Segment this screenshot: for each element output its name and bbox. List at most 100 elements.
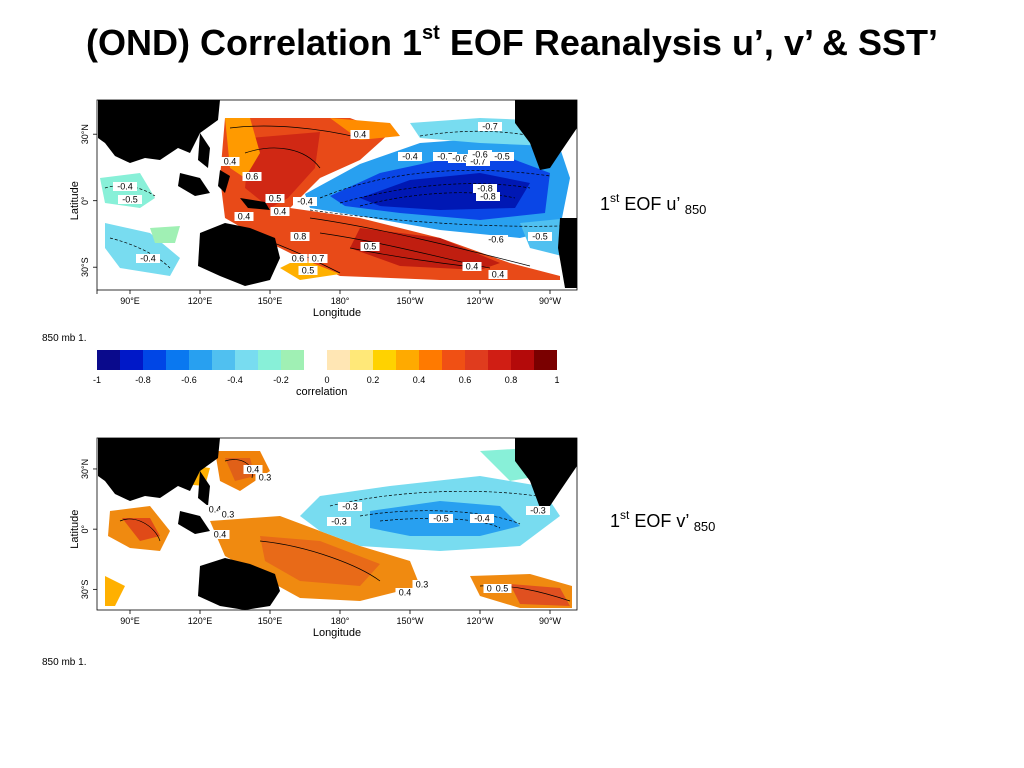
colorbar-swatch [465,350,489,370]
contour-label-box [478,122,502,131]
contour-label: -0.7 [470,157,486,167]
y-tick-label: 30°N [80,124,90,144]
contour-label-box [298,266,318,275]
contour-label-box [288,254,308,263]
contour-label-box [466,157,490,166]
x-tick-label: 120°E [188,296,213,306]
contour-label-box [113,182,137,191]
x-tick-label: 150°E [258,296,283,306]
contour-label: -0.5 [122,195,138,205]
contour-label: -0.8 [477,184,493,194]
contour-label: 0.8 [294,232,307,242]
x-tick-label: 180° [331,616,350,626]
x-tick-label: 150°W [396,616,424,626]
contour-label-box [468,150,492,159]
contour-label: 0.3 [416,580,429,590]
colorbar-tick-label: 0.8 [504,375,518,385]
slide-title: (OND) Correlation 1st EOF Reanalysis u’,… [85,22,938,63]
contour-label: 0.4 [209,505,222,515]
contour-label-box [526,506,550,515]
contour-label-box [205,505,225,514]
contour-label-box [360,242,380,251]
contour-label: -0.3 [530,506,546,516]
contour-label: -0.5 [532,232,548,242]
colorbar-title: correlation [296,386,348,398]
colorbar-tick-label: -0.4 [227,375,243,385]
y-tick-label: 30°S [80,257,90,277]
contour-label: -0.4 [474,514,490,524]
colorbar-tick-label: -0.2 [273,375,289,385]
u-panel-caption: 850 mb 1. [42,333,87,344]
x-tick-label: 90°W [539,616,562,626]
contour-label: 0.7 [312,254,325,264]
x-tick-label: 90°W [539,296,562,306]
contour-label-box [490,152,514,161]
colorbar-swatch [534,350,558,370]
contour-label-box [528,232,552,241]
x-axis-title: Longitude [313,307,361,319]
contour-label-box [484,235,508,244]
contour-label: 0.6 [292,254,305,264]
colorbar-swatch [235,350,259,370]
v-panel-caption: 850 mb 1. [42,657,87,668]
contour-label-box [243,465,263,474]
contour-label: 0.5 [496,584,509,594]
contour-label-box [255,473,275,482]
colorbar-swatch [143,350,167,370]
v-correlation-map: 0.4 0.3 0.4 0.3 0.4 -0.3 -0.3 -0.5 -0.4 -0.3 0.3 0.… [60,436,715,666]
contour-label: 0.6 [246,172,259,182]
contour-label: 0.4 [274,207,287,217]
y-tick-label: 0° [80,196,90,205]
colorbar-swatch [396,350,420,370]
colorbar-swatch [166,350,190,370]
contour-label: 0.4 [466,262,479,272]
contour-label: -0.8 [480,192,496,202]
contour-label-box [290,232,310,241]
colorbar-tick-labels: -1 -0.8 -0.6 -0.4 -0.2 0 0.2 0.4 0.6 0.8 1 [93,375,560,387]
contour-label: -0.4 [402,152,418,162]
contour-label: 0.4 [399,588,412,598]
contour-label-box [433,152,457,161]
colorbar-swatch [419,350,443,370]
contour-label: -0.4 [117,182,133,192]
y-tick-label: 30°S [80,580,90,600]
y-axis-title: Latitude [69,181,81,220]
x-tick-label: 180° [331,296,350,306]
contour-label: 0.4 [247,465,260,475]
contour-label-box [308,254,328,263]
colorbar-tick-label: 0.2 [366,375,380,385]
colorbar-tick-label: -0.6 [181,375,197,385]
colorbar [97,350,558,370]
contour-label-box [210,530,230,539]
contour-label: 0.4 [492,270,505,280]
contour-label: -0.5 [437,152,453,162]
colorbar-swatch [120,350,144,370]
contour-label-box [395,588,415,597]
contour-label: 0.4 [354,130,367,140]
contour-label-box [448,154,472,163]
contour-label: 0.5 [364,242,377,252]
u-correlation-map: 0.4 0.4 0.6 0.5 0.4 0.4 0.8 0.6 0.5 0.7 0.5 0.4 0.4-… [60,98,706,328]
contour-label-box [118,195,142,204]
x-tick-label: 120°W [466,616,494,626]
contour-label-box [242,172,262,181]
contour-label: -0.4 [297,197,313,207]
y-tick-label: 30°N [80,459,90,479]
x-tick-label: 90°E [120,616,140,626]
x-tick-label: 90°E [120,296,140,306]
contour-label: 0.3 [259,473,272,483]
contour-label-box [488,270,508,279]
colorbar-swatch [488,350,512,370]
contour-label-box [398,152,422,161]
contour-label: -0.4 [140,254,156,264]
contour-label-box [218,510,238,519]
contour-label-box [234,212,254,221]
contour-label-box [350,130,370,139]
x-axis-title: Longitude [313,627,361,639]
contour-label-box [265,194,285,203]
contour-label-box [293,197,317,206]
contour-label: -0.3 [342,502,358,512]
contour-label: 0.5 [302,266,315,276]
v-panel-label: 1st EOF v’ 850 [610,508,716,534]
contour-label-box [136,254,160,263]
